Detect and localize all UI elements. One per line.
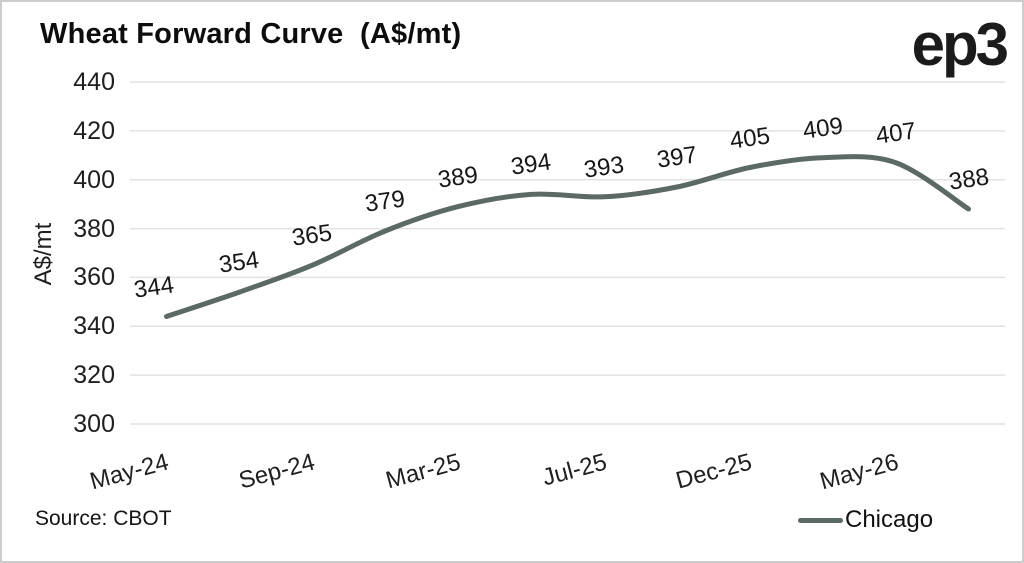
legend-label: Chicago: [845, 506, 934, 533]
chart-title: Wheat Forward Curve (A$/mt): [40, 18, 462, 50]
data-label: 409: [800, 112, 845, 145]
data-label: 393: [582, 151, 626, 184]
ep3-logo: ep3: [911, 11, 1009, 78]
data-label: 365: [290, 219, 334, 252]
source-note: Source: CBOT: [35, 507, 172, 530]
y-tick-label: 420: [73, 116, 115, 145]
legend-line-swatch: [798, 517, 843, 523]
data-label: 389: [436, 160, 480, 194]
data-label: 407: [873, 116, 918, 150]
legend: Chicago: [798, 506, 933, 534]
chicago-series-line: [164, 154, 971, 319]
y-tick-label: 360: [73, 263, 115, 292]
y-tick-label: 320: [73, 361, 115, 390]
y-tick-label: 340: [73, 312, 115, 341]
y-tick-label: 380: [73, 214, 115, 243]
data-label: 354: [217, 246, 262, 279]
data-label: 397: [655, 141, 699, 174]
data-label: 405: [728, 121, 772, 155]
data-label: 388: [946, 163, 991, 196]
data-label: 394: [509, 148, 553, 182]
data-label: 344: [132, 270, 177, 304]
y-tick-label: 300: [73, 410, 115, 438]
y-tick-label: 440: [73, 68, 115, 96]
data-label: 379: [363, 185, 407, 218]
y-tick-label: 400: [73, 165, 115, 194]
